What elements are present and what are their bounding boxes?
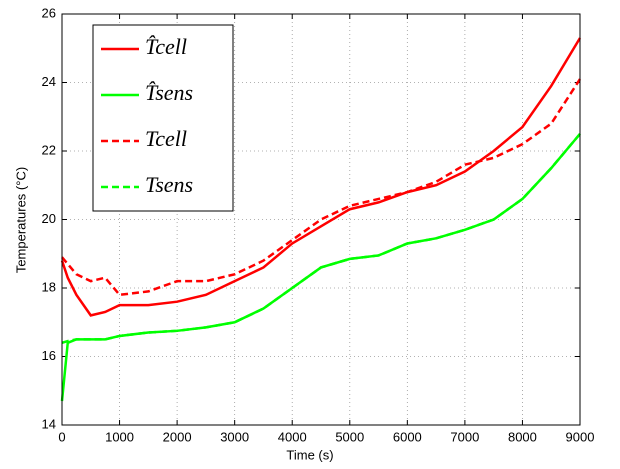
x-tick-label: 6000 (393, 429, 422, 444)
x-tick-label: 2000 (163, 429, 192, 444)
legend-label: Tcell (145, 126, 187, 151)
x-tick-label: 3000 (220, 429, 249, 444)
legend-box (92, 24, 234, 212)
x-tick-label: 5000 (335, 429, 364, 444)
y-tick-label: 14 (42, 416, 56, 431)
series-line (61, 78, 582, 297)
x-tick-label: 8000 (508, 429, 537, 444)
x-tick-label: 7000 (450, 429, 479, 444)
legend: T̂cell T̂sens Tcell Tsens (92, 24, 234, 212)
y-tick-label: 20 (42, 211, 56, 226)
y-tick-label: 18 (42, 279, 56, 294)
legend-label: T̂cell (145, 34, 187, 59)
legend-label: T̂sens (145, 80, 193, 105)
y-axis-label: Temperatures (°C) (13, 167, 28, 273)
y-tick-label: 24 (42, 74, 56, 89)
y-tick-label: 16 (42, 348, 56, 363)
x-tick-label: 9000 (566, 429, 595, 444)
y-tick-label: 22 (42, 142, 56, 157)
x-tick-label: 1000 (105, 429, 134, 444)
y-tick-label: 26 (42, 5, 56, 20)
x-tick-label: 0 (58, 429, 65, 444)
x-axis-label: Time (s) (286, 447, 333, 462)
plot-frame (61, 13, 581, 426)
series-line (61, 133, 581, 344)
x-tick-label: 4000 (278, 429, 307, 444)
legend-label: Tsens (145, 172, 193, 197)
